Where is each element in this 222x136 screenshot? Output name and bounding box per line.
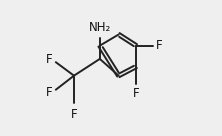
Text: F: F <box>156 39 162 52</box>
Text: F: F <box>71 109 77 121</box>
Text: F: F <box>46 53 52 66</box>
Text: NH₂: NH₂ <box>89 21 111 34</box>
Text: F: F <box>133 87 139 100</box>
Text: F: F <box>46 86 52 99</box>
